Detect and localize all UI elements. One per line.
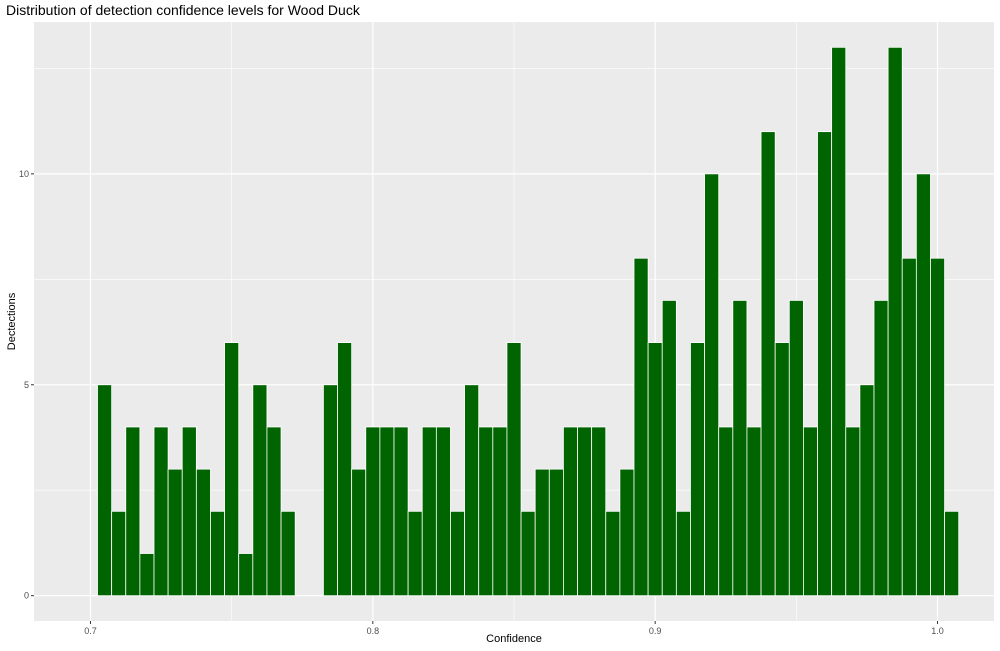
- y-tick-label: 0: [24, 591, 29, 601]
- bar: [788, 300, 804, 597]
- bar: [563, 426, 578, 597]
- bar: [167, 468, 183, 597]
- x-axis-ticks: 0.7 0.8 0.9 1.0: [84, 621, 944, 636]
- bar: [732, 300, 748, 597]
- x-tick-label: 0.7: [84, 626, 97, 636]
- bar: [379, 426, 395, 597]
- bar: [577, 426, 593, 597]
- bar: [605, 510, 621, 597]
- bar: [930, 257, 945, 597]
- bar: [548, 468, 564, 597]
- bar: [831, 46, 847, 597]
- bar: [915, 173, 931, 597]
- bar: [887, 46, 903, 597]
- bar: [238, 553, 254, 597]
- bar: [280, 510, 296, 597]
- bar: [125, 426, 141, 597]
- bar: [760, 131, 776, 597]
- bar: [619, 468, 635, 597]
- x-axis-label: Confidence: [486, 633, 542, 645]
- bar: [704, 173, 720, 597]
- bar: [520, 510, 536, 597]
- bar: [337, 342, 353, 597]
- x-tick-label: 0.8: [367, 626, 380, 636]
- bar: [647, 342, 663, 597]
- bar: [111, 510, 127, 597]
- bar: [492, 426, 508, 597]
- bar: [421, 426, 437, 597]
- bar: [153, 426, 169, 597]
- x-tick-label: 0.9: [649, 626, 662, 636]
- y-axis-label: Dectections: [6, 292, 18, 350]
- bar: [690, 342, 705, 597]
- bar: [351, 468, 367, 597]
- bar: [944, 510, 960, 597]
- y-tick-label: 5: [24, 380, 29, 390]
- bar: [591, 426, 607, 597]
- bar: [478, 426, 494, 597]
- bar: [450, 510, 465, 597]
- bar: [195, 468, 211, 597]
- bar: [859, 384, 875, 597]
- bar: [97, 384, 113, 597]
- bar: [803, 426, 818, 597]
- bar: [224, 342, 240, 597]
- bar: [873, 300, 889, 597]
- bar: [252, 384, 268, 597]
- chart-title: Distribution of detection confidence lev…: [6, 2, 360, 18]
- y-axis-ticks: 0 5 10: [19, 169, 34, 601]
- bar: [675, 510, 691, 597]
- bar: [845, 426, 861, 597]
- bar: [435, 426, 451, 597]
- bars: [97, 46, 960, 597]
- bar: [181, 426, 197, 597]
- y-tick-label: 10: [19, 169, 29, 179]
- bar: [746, 426, 762, 597]
- bar: [407, 510, 423, 597]
- bar: [266, 426, 282, 597]
- bar: [633, 257, 649, 597]
- bar: [661, 300, 677, 597]
- bar: [817, 131, 833, 597]
- bar: [718, 426, 734, 597]
- bar: [901, 257, 917, 597]
- bar: [323, 384, 338, 597]
- x-tick-label: 1.0: [931, 626, 944, 636]
- bar: [774, 342, 790, 597]
- bar: [139, 553, 155, 597]
- bar: [210, 510, 225, 597]
- bar: [464, 384, 480, 597]
- bar: [506, 342, 522, 597]
- bar: [393, 426, 409, 597]
- bar: [365, 426, 381, 597]
- bar: [534, 468, 550, 597]
